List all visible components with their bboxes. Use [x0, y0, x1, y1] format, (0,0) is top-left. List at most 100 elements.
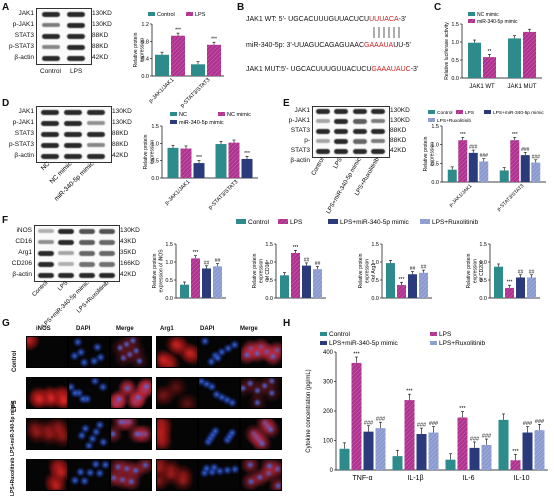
- chart-f-cd16: 0.0 0.5 1.0 1.5 Relative proteinexpressionof…: [252, 242, 326, 302]
- significance-label: ***: [175, 28, 181, 34]
- blot-row-label: p-STAT3: [8, 43, 34, 50]
- category-label: JAK1 WT: [469, 84, 495, 90]
- legend-label: NC mimic: [227, 112, 251, 118]
- micrograph-panel: [198, 459, 240, 491]
- legend-label: LPS+Ruxolitinib: [432, 219, 478, 226]
- bar: [531, 162, 541, 182]
- column-label: iNOS: [36, 326, 51, 332]
- blot-row-label: STAT3: [14, 130, 34, 137]
- blot-row-label: JAK1: [18, 10, 34, 17]
- y-tick-label: 0.0: [165, 296, 173, 302]
- micrograph-panel: [26, 459, 68, 491]
- lane-label: NC: [40, 160, 52, 172]
- blot-row-label: STAT3: [14, 32, 34, 39]
- blot-row-label: CD16: [15, 238, 32, 245]
- row-label: LPS+Ruxolitinib: [10, 457, 16, 496]
- significance-label: ###: [535, 419, 545, 425]
- legend-f: Control LPS LPS+miR-340-5p mimic LPS+Ruxoli…: [236, 219, 478, 226]
- significance-label: ###: [521, 147, 530, 153]
- micrograph-panel: [68, 336, 110, 368]
- blot-row-label: CD206: [11, 260, 32, 267]
- significance-label: ***: [293, 245, 299, 251]
- jak1-wt-sequence: JAK1 WT: 5'- UGCACUUUGUUACUCUUUUACA-3': [246, 16, 407, 23]
- column-label: Merge: [116, 326, 134, 332]
- significance-label: ***: [507, 280, 513, 286]
- bar: [191, 64, 205, 76]
- significance-label: ###: [482, 434, 492, 440]
- y-axis-label: Relative proteinexpressionof CD206: [466, 253, 485, 288]
- y-tick-label: 1.5: [151, 124, 159, 130]
- kd-label: 88KD: [92, 32, 109, 39]
- micrograph-panel: [156, 418, 198, 450]
- significance-label: **: [488, 49, 492, 55]
- lane-labels: Control LPS LPS+miR-340-5p mimic LPS+Rux…: [311, 156, 381, 215]
- category-label: p-STAT3/STAT3: [180, 77, 212, 109]
- lane-label: Control: [40, 68, 61, 75]
- micrograph-panel: [198, 377, 240, 409]
- blot-row-label: β-actin: [290, 157, 310, 164]
- blot-row-label: iNOS: [16, 227, 32, 234]
- y-tick-label: 0.5: [371, 278, 379, 284]
- bar: [215, 144, 227, 178]
- panel-label-g: G: [2, 318, 10, 329]
- panel-label-a: A: [2, 2, 10, 13]
- significance-label: ###: [429, 421, 439, 427]
- chart-d: 0.0 0.5 1.0 1.5 Relative proteinexpression **…: [143, 112, 258, 211]
- bar: [457, 417, 468, 470]
- kd-label: 42KD: [112, 152, 129, 159]
- blot-row-label: p-STAT3: [8, 141, 34, 148]
- y-tick-label: 300: [323, 380, 334, 386]
- legend-label: LPS: [439, 331, 452, 338]
- y-tick-label: 0.5: [165, 278, 173, 284]
- micrograph-panel: [156, 459, 198, 491]
- category-label: p-JAK1/JAK1: [448, 183, 473, 208]
- y-tick-label: 0.0: [451, 76, 459, 82]
- bar: [498, 419, 509, 470]
- column-label: Merge: [240, 326, 258, 332]
- legend-swatch: [148, 12, 155, 16]
- y-axis-label: Relative proteinexpression of iNOS: [152, 249, 165, 293]
- legend-swatch: [236, 219, 246, 224]
- column-label: Arg1: [160, 326, 174, 332]
- significance-label: ###: [469, 145, 478, 151]
- bar: [313, 269, 322, 298]
- legend-swatch: [468, 19, 475, 23]
- kd-label: 130KD: [112, 108, 132, 115]
- column-label: DAPI: [76, 326, 91, 332]
- bar: [171, 35, 185, 76]
- micrograph-panel: [26, 377, 68, 409]
- kd-label: 166KD: [120, 260, 140, 267]
- bar: [280, 275, 289, 298]
- bar: [527, 277, 536, 298]
- kd-label: 130KD: [92, 10, 112, 17]
- lane-label: Control: [31, 280, 49, 298]
- kd-label: 130KD: [390, 107, 410, 114]
- significance-label: ***: [406, 389, 413, 395]
- bar: [404, 400, 415, 470]
- bar: [180, 284, 189, 298]
- y-tick-label: 0.0: [151, 176, 159, 182]
- y-tick-label: 0.5: [479, 278, 487, 284]
- y-axis-label: Relative proteinexpressionof CD16: [252, 253, 271, 288]
- y-tick-label: 0.0: [431, 180, 439, 186]
- bar: [241, 158, 253, 178]
- bar: [339, 448, 350, 470]
- legend-swatch: [428, 110, 435, 114]
- bar: [302, 265, 311, 298]
- legend-swatch: [328, 219, 338, 224]
- y-axis-label: Relative proteinexpression: [143, 134, 156, 169]
- bar: [193, 163, 205, 178]
- y-tick-label: 1.0: [451, 40, 459, 46]
- kd-label: 130KD: [112, 119, 132, 126]
- blot-row-label: p-JAK1: [12, 21, 34, 28]
- bar: [499, 170, 509, 182]
- panel-label-c: C: [434, 2, 442, 13]
- legend-swatch: [468, 12, 475, 16]
- microscopy-grid: iNOS DAPI Merge Arg1 DAPI Merge Control …: [4, 326, 282, 502]
- micrograph-panel: [110, 336, 152, 368]
- y-tick-label: 1.0: [265, 260, 273, 266]
- blot-row-label: Arg1: [18, 249, 32, 256]
- blot-row-label: p-STAT3: [290, 137, 310, 154]
- legend-label: NC: [179, 112, 187, 118]
- bar: [522, 432, 533, 470]
